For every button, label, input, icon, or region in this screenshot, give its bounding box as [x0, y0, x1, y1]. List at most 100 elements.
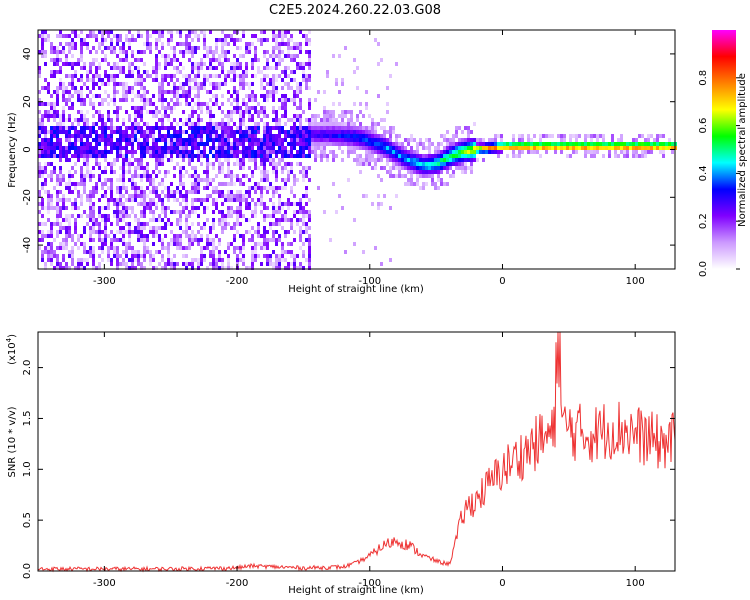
spectrogram-cell — [236, 258, 239, 262]
spectrogram-cell — [311, 118, 314, 122]
spectrogram-cell — [62, 82, 65, 86]
spectrogram-cell — [239, 178, 242, 182]
spectrogram-cell — [296, 66, 299, 70]
spectrogram-cell — [161, 158, 164, 162]
spectrogram-cell — [59, 78, 62, 82]
spectrogram-cell — [110, 142, 113, 146]
spectrogram-cell — [125, 130, 128, 134]
spectrogram-cell — [173, 138, 176, 142]
spectrogram-cell — [374, 246, 377, 250]
spectrogram-cell — [479, 146, 482, 150]
spectrogram-cell — [236, 142, 239, 146]
spectrogram-cell — [53, 154, 56, 158]
spectrogram-cell — [146, 126, 149, 130]
spectrogram-cell — [218, 254, 221, 258]
spectrogram-cell — [632, 150, 635, 154]
spectrogram-cell — [59, 82, 62, 86]
spectrogram-cell — [269, 154, 272, 158]
spectrogram-cell — [188, 162, 191, 166]
spectrogram-cell — [233, 98, 236, 102]
spectrogram-cell — [50, 50, 53, 54]
spectrogram-cell — [179, 210, 182, 214]
spectrogram-cell — [113, 78, 116, 82]
spectrogram-cell — [116, 34, 119, 38]
spectrogram-cell — [203, 78, 206, 82]
spectrogram-cell — [467, 142, 470, 146]
spectrogram-cell — [86, 138, 89, 142]
spectrogram-cell — [281, 126, 284, 130]
spectrogram-cell — [131, 86, 134, 90]
spectrogram-cell — [134, 226, 137, 230]
spectrogram-cell — [437, 146, 440, 150]
spectrogram-cell — [278, 34, 281, 38]
spectrogram-cell — [71, 146, 74, 150]
spectrogram-cell — [449, 174, 452, 178]
spectrogram-cell — [197, 86, 200, 90]
spectrogram-cell — [62, 254, 65, 258]
spectrogram-cell — [308, 78, 311, 82]
spectrogram-cell — [116, 118, 119, 122]
spectrogram-cell — [482, 150, 485, 154]
spectrogram-cell — [152, 214, 155, 218]
spectrogram-cell — [215, 94, 218, 98]
spectrogram-cell — [416, 178, 419, 182]
spectrogram-cell — [377, 150, 380, 154]
spectrogram-cell — [269, 54, 272, 58]
spectrogram-cell — [65, 262, 68, 266]
spectrogram-cell — [146, 206, 149, 210]
spectrogram-cell — [650, 142, 653, 146]
spectrogram-cell — [41, 138, 44, 142]
spectrogram-cell — [98, 110, 101, 114]
spectrogram-cell — [47, 250, 50, 254]
spectrogram-cell — [263, 202, 266, 206]
spectrogram-cell — [194, 234, 197, 238]
spectrogram-cell — [116, 230, 119, 234]
spectrogram-cell — [194, 178, 197, 182]
spectrogram-cell — [314, 98, 317, 102]
spectrogram-cell — [245, 74, 248, 78]
spectrogram-cell — [359, 110, 362, 114]
spectrogram-cell — [458, 146, 461, 150]
spectrogram-cell — [293, 262, 296, 266]
spectrogram-cell — [146, 250, 149, 254]
spectrogram-cell — [50, 94, 53, 98]
spectrogram-cell — [68, 134, 71, 138]
spectrogram-cell — [263, 126, 266, 130]
spectrogram-cell — [320, 118, 323, 122]
spectrogram-cell — [416, 150, 419, 154]
spectrogram-cell — [191, 158, 194, 162]
spectrogram-cell — [50, 46, 53, 50]
spectrogram-cell — [446, 170, 449, 174]
spectrogram-cell — [464, 162, 467, 166]
spectrogram-cell — [236, 214, 239, 218]
spectrogram-cell — [437, 150, 440, 154]
spectrogram-cell — [602, 154, 605, 158]
spectrogram-cell — [101, 182, 104, 186]
spectrogram-cell — [494, 146, 497, 150]
spectrogram-cell — [302, 74, 305, 78]
spectrogram-cell — [578, 146, 581, 150]
spectrogram-cell — [245, 230, 248, 234]
spectrogram-cell — [188, 118, 191, 122]
snr-x-tick-label: 0 — [499, 578, 505, 589]
spectrogram-cell — [452, 146, 455, 150]
spectrogram-cell — [161, 246, 164, 250]
spectrogram-cell — [59, 70, 62, 74]
spectrogram-cell — [281, 58, 284, 62]
spectrogram-cell — [251, 266, 254, 270]
spectrogram-cell — [437, 142, 440, 146]
spectrogram-cell — [230, 190, 233, 194]
spectrogram-cell — [320, 154, 323, 158]
spectrogram-cell — [314, 150, 317, 154]
spectrogram-cell — [353, 150, 356, 154]
spectrogram-cell — [158, 118, 161, 122]
spectrogram-cell — [68, 74, 71, 78]
spectrogram-cell — [263, 178, 266, 182]
spectrogram-cell — [44, 234, 47, 238]
spectrogram-cell — [644, 154, 647, 158]
spectrogram-cell — [296, 222, 299, 226]
spectrogram-cell — [59, 246, 62, 250]
spectrogram-cell — [293, 230, 296, 234]
spectrogram-cell — [392, 146, 395, 150]
spectrogram-cell — [74, 198, 77, 202]
